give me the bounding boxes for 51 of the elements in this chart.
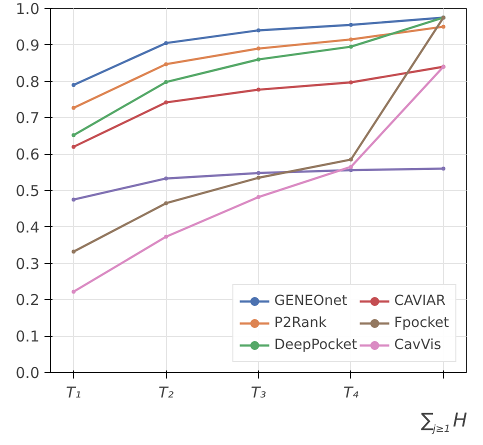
point [348,80,353,84]
y-tick-label: 0.1 [16,328,40,346]
y-tick-label: 0.0 [16,364,40,382]
point [164,80,168,84]
x-tick-label: T₄ [343,384,359,402]
point [72,290,76,294]
point [72,133,76,138]
point [72,106,76,110]
point [348,22,353,27]
point [441,24,446,29]
x-tick-label: T₃ [250,384,266,402]
y-tick-label: 1.0 [16,0,40,18]
y-tick-label: 0.8 [16,72,40,91]
point [164,100,168,104]
point [441,166,446,171]
point [164,201,168,206]
point [348,168,353,172]
point [256,195,260,200]
y-tick-label: 0.7 [16,109,40,128]
legend-label: CAVIAR [394,293,446,309]
legend-label: Fpocket [394,315,449,331]
legend-label: P2Rank [274,315,327,331]
point [72,144,76,149]
x-tick-label: T₁ [66,384,82,402]
legend-label: GENEOnet [274,293,348,309]
point [164,176,168,180]
y-tick-label: 0.2 [16,291,40,310]
point [348,37,353,42]
y-tick-label: 0.9 [16,36,40,54]
y-tick-label: 0.3 [16,254,40,273]
legend-label: DeepPocket [274,337,358,353]
point [256,46,260,51]
legend-label: CavVis [394,337,442,353]
point [256,176,260,180]
point [72,198,76,202]
y-tick-label: 0.5 [16,182,40,200]
point [348,158,353,162]
point [348,44,353,49]
point [164,234,168,239]
point [256,57,260,62]
y-tick-label: 0.4 [16,218,40,236]
point [72,250,76,254]
point [348,164,353,169]
point [256,171,260,176]
point [164,41,168,46]
y-tick-label: 0.6 [16,146,40,164]
point [256,88,260,92]
point [256,28,260,32]
point [164,62,168,66]
point [72,82,76,87]
x-tick-label: T₂ [158,384,174,402]
